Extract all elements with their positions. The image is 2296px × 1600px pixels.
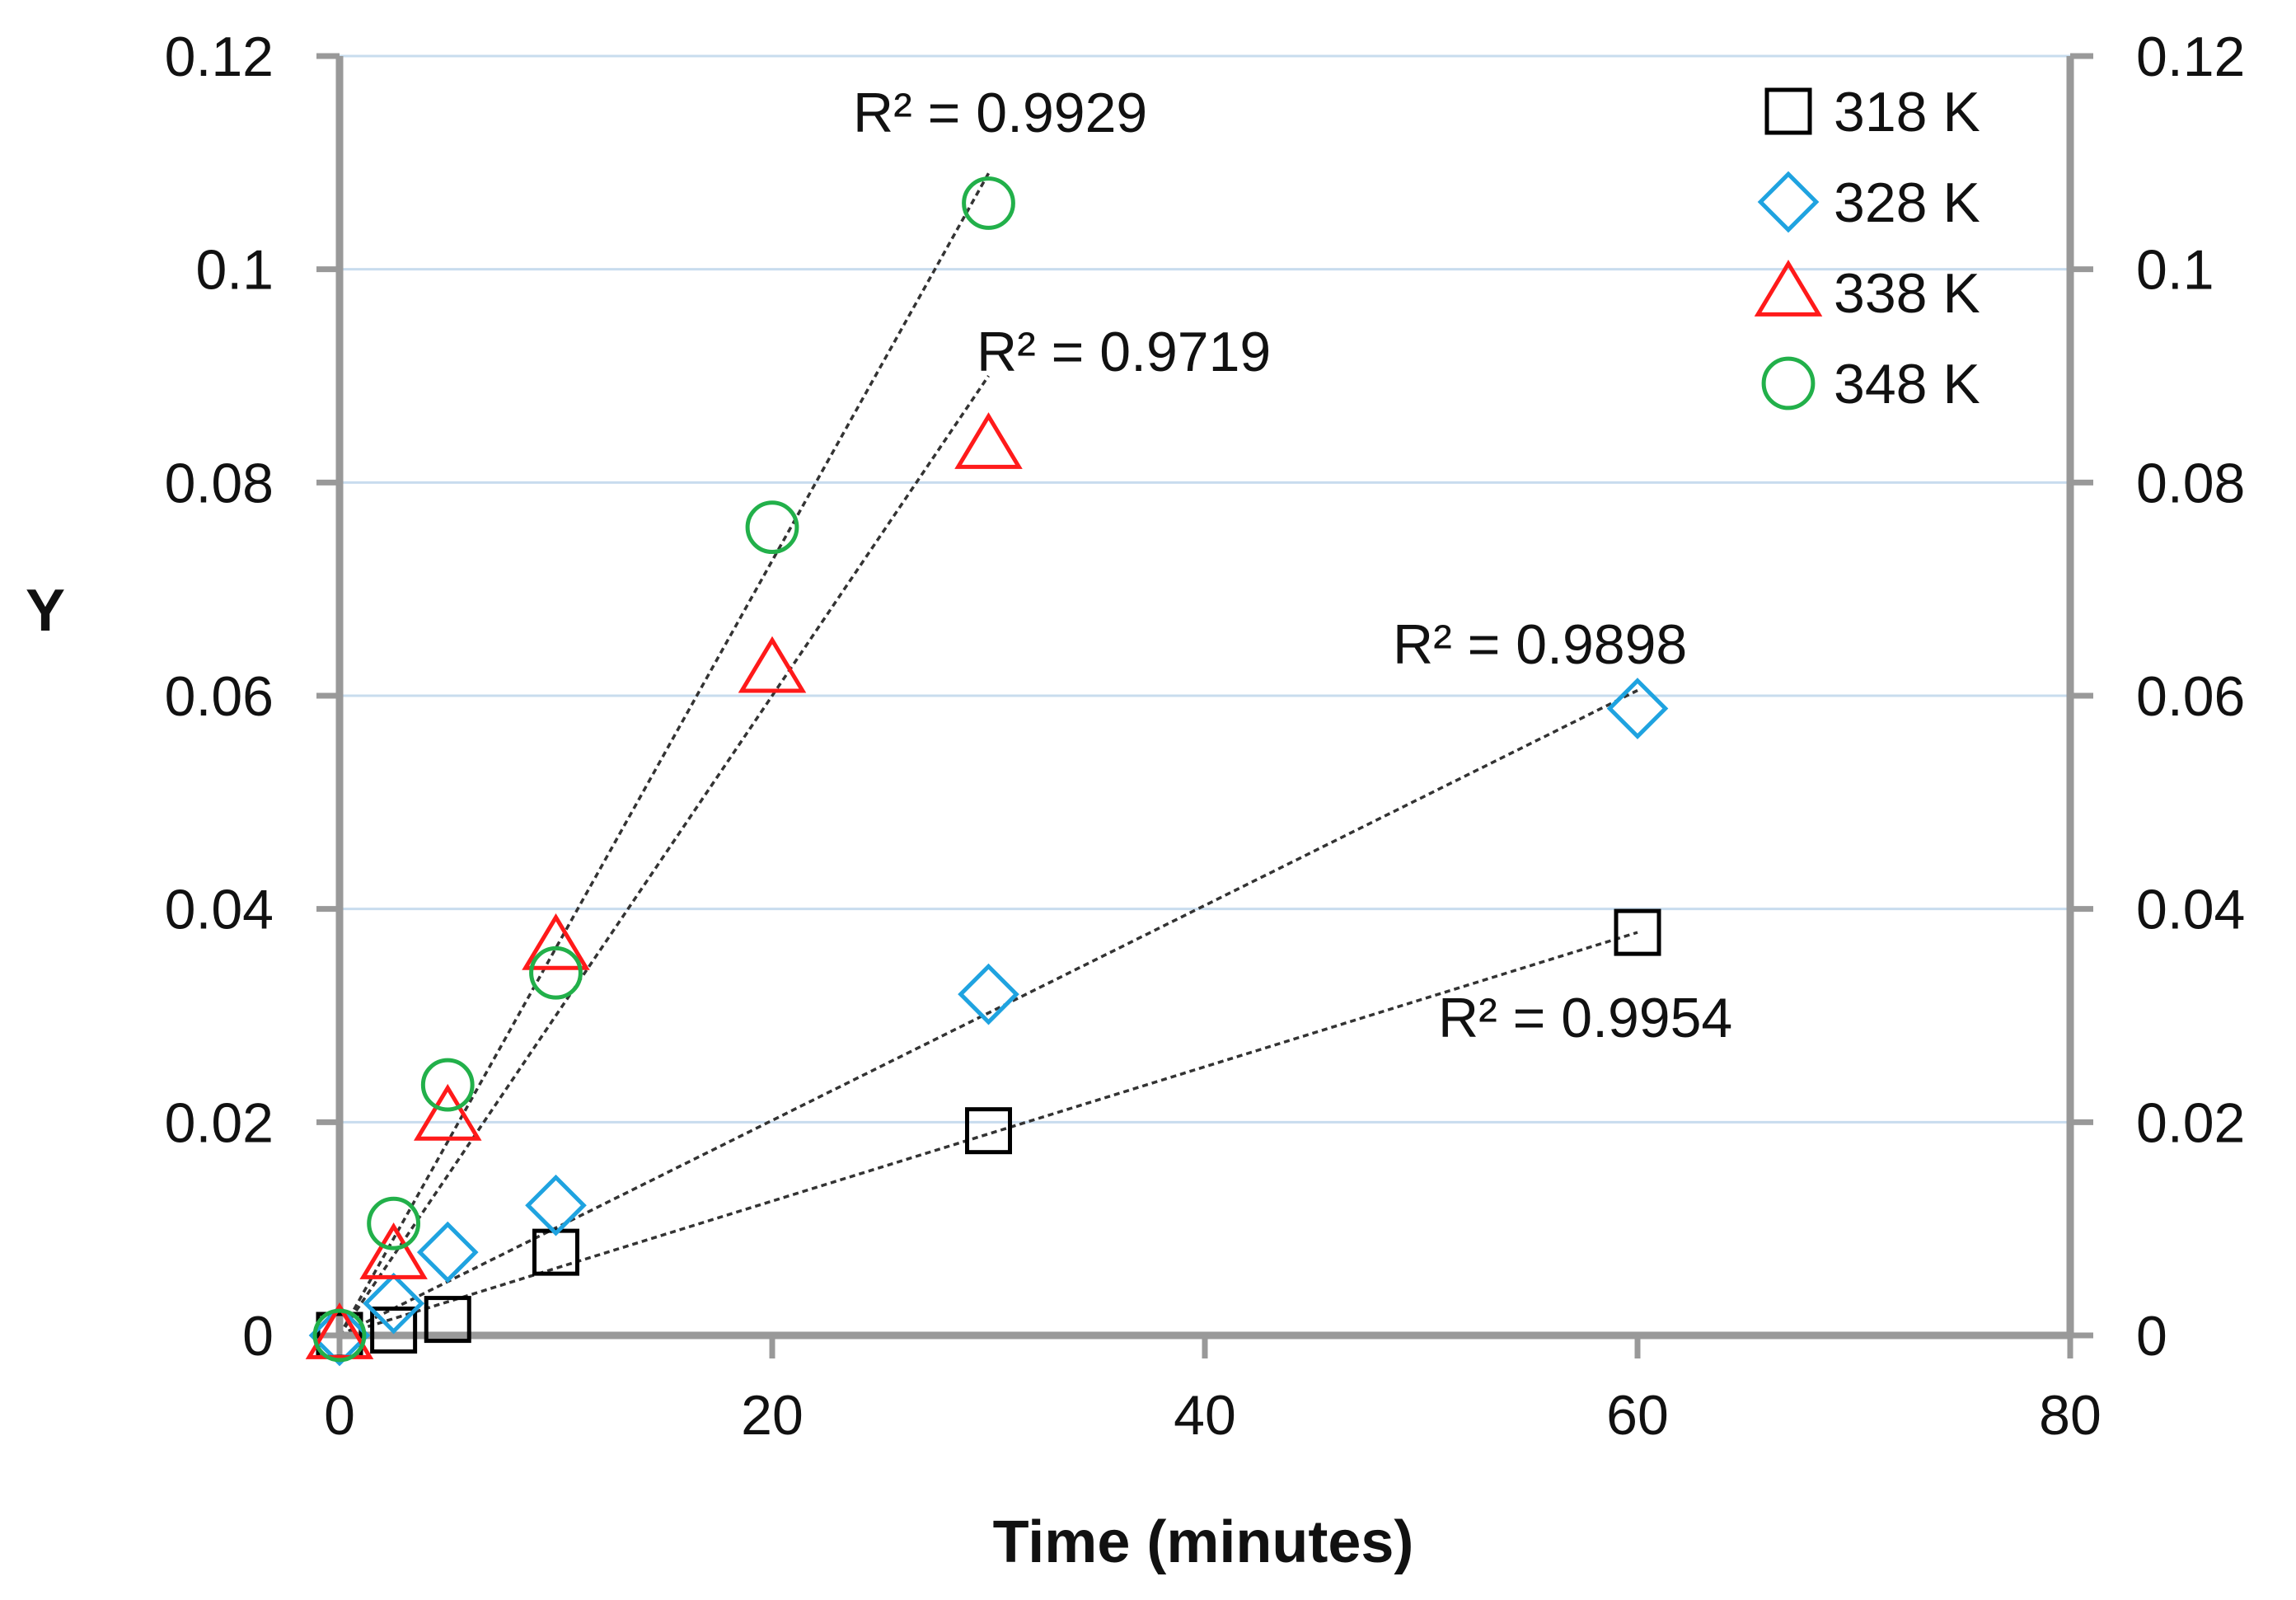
data-point-338k xyxy=(305,1302,374,1359)
legend-marker xyxy=(1757,171,1820,233)
data-point-348k xyxy=(367,1196,421,1250)
data-point-348k xyxy=(745,500,799,555)
data-point-318k xyxy=(370,1307,418,1354)
legend: 318 K 328 K 338 K 348 K xyxy=(1754,81,1980,415)
data-point-348k xyxy=(420,1058,475,1112)
data-point-348k xyxy=(312,1308,367,1363)
r2-label: R² = 0.9719 xyxy=(977,321,1271,383)
x-tick-label: 40 xyxy=(1174,1384,1236,1447)
data-point-328k xyxy=(525,1174,587,1236)
x-tick-label: 20 xyxy=(741,1384,804,1447)
x-axis-title: Time (minutes) xyxy=(993,1509,1414,1575)
data-point-318k xyxy=(532,1228,579,1276)
y2-tick-label: 0.02 xyxy=(2136,1091,2245,1154)
x-tick-label: 80 xyxy=(2039,1384,2102,1447)
data-point-328k xyxy=(1606,678,1669,739)
data-point-318k xyxy=(424,1296,471,1344)
legend-label: 318 K xyxy=(1834,81,1980,143)
r2-label: R² = 0.9954 xyxy=(1438,987,1732,1049)
y-tick-label: 0.02 xyxy=(165,1091,274,1154)
grid-lines xyxy=(340,54,2070,1124)
data-point-328k xyxy=(958,963,1019,1025)
y-tick-label: 0 xyxy=(242,1305,274,1368)
y2-tick-label: 0.12 xyxy=(2136,26,2245,88)
data-point-338k xyxy=(954,412,1023,469)
data-point-338k xyxy=(359,1222,428,1279)
y-tick-label: 0.12 xyxy=(165,26,274,88)
y-tick-label: 0.04 xyxy=(165,879,274,941)
y2-tick-label: 0 xyxy=(2136,1305,2167,1368)
x-tick-label: 0 xyxy=(324,1384,355,1447)
legend-marker xyxy=(1754,260,1823,317)
y2-tick-label: 0.04 xyxy=(2136,879,2245,941)
y2-tick-label: 0.08 xyxy=(2136,452,2245,514)
y2-tick-label: 0.06 xyxy=(2136,665,2245,728)
data-point-328k xyxy=(416,1221,479,1283)
data-markers xyxy=(305,176,1669,1367)
data-point-348k xyxy=(962,176,1015,230)
data-point-348k xyxy=(529,945,583,1000)
r2-label: R² = 0.9929 xyxy=(853,82,1147,144)
data-point-338k xyxy=(522,913,590,970)
r2-annotations: R² = 0.9954 R² = 0.9898 R² = 0.9719 R² = 0.… xyxy=(853,82,1732,1049)
data-point-318k xyxy=(1614,908,1661,956)
r2-label: R² = 0.9898 xyxy=(1393,613,1687,676)
data-point-338k xyxy=(413,1083,482,1141)
trendline-338k xyxy=(338,375,990,1336)
legend-marker xyxy=(1764,87,1812,135)
data-point-328k xyxy=(363,1272,424,1335)
legend-marker xyxy=(1761,356,1816,411)
data-point-318k xyxy=(965,1107,1012,1155)
y-tick-label: 0.1 xyxy=(195,239,274,302)
y-axis-title: Y xyxy=(26,578,65,644)
data-point-328k xyxy=(308,1304,371,1367)
legend-label: 348 K xyxy=(1834,353,1980,415)
legend-label: 328 K xyxy=(1834,171,1980,234)
trendline-348k xyxy=(338,172,991,1336)
y2-tick-label: 0.1 xyxy=(2136,239,2214,302)
legend-label: 338 K xyxy=(1834,262,1980,325)
axes xyxy=(316,53,2093,1358)
y-tick-label: 0.06 xyxy=(165,665,274,728)
trendline-318k xyxy=(339,931,1638,1337)
data-point-338k xyxy=(738,636,807,693)
trendline-328k xyxy=(339,688,1638,1337)
y-tick-label: 0.08 xyxy=(165,452,274,514)
x-tick-label: 60 xyxy=(1606,1384,1669,1447)
trendlines xyxy=(338,172,1638,1337)
tick-labels: 0 00.02 0.020.04 0.040.06 0.060.08 0.080.1 0.1… xyxy=(165,26,2246,1447)
